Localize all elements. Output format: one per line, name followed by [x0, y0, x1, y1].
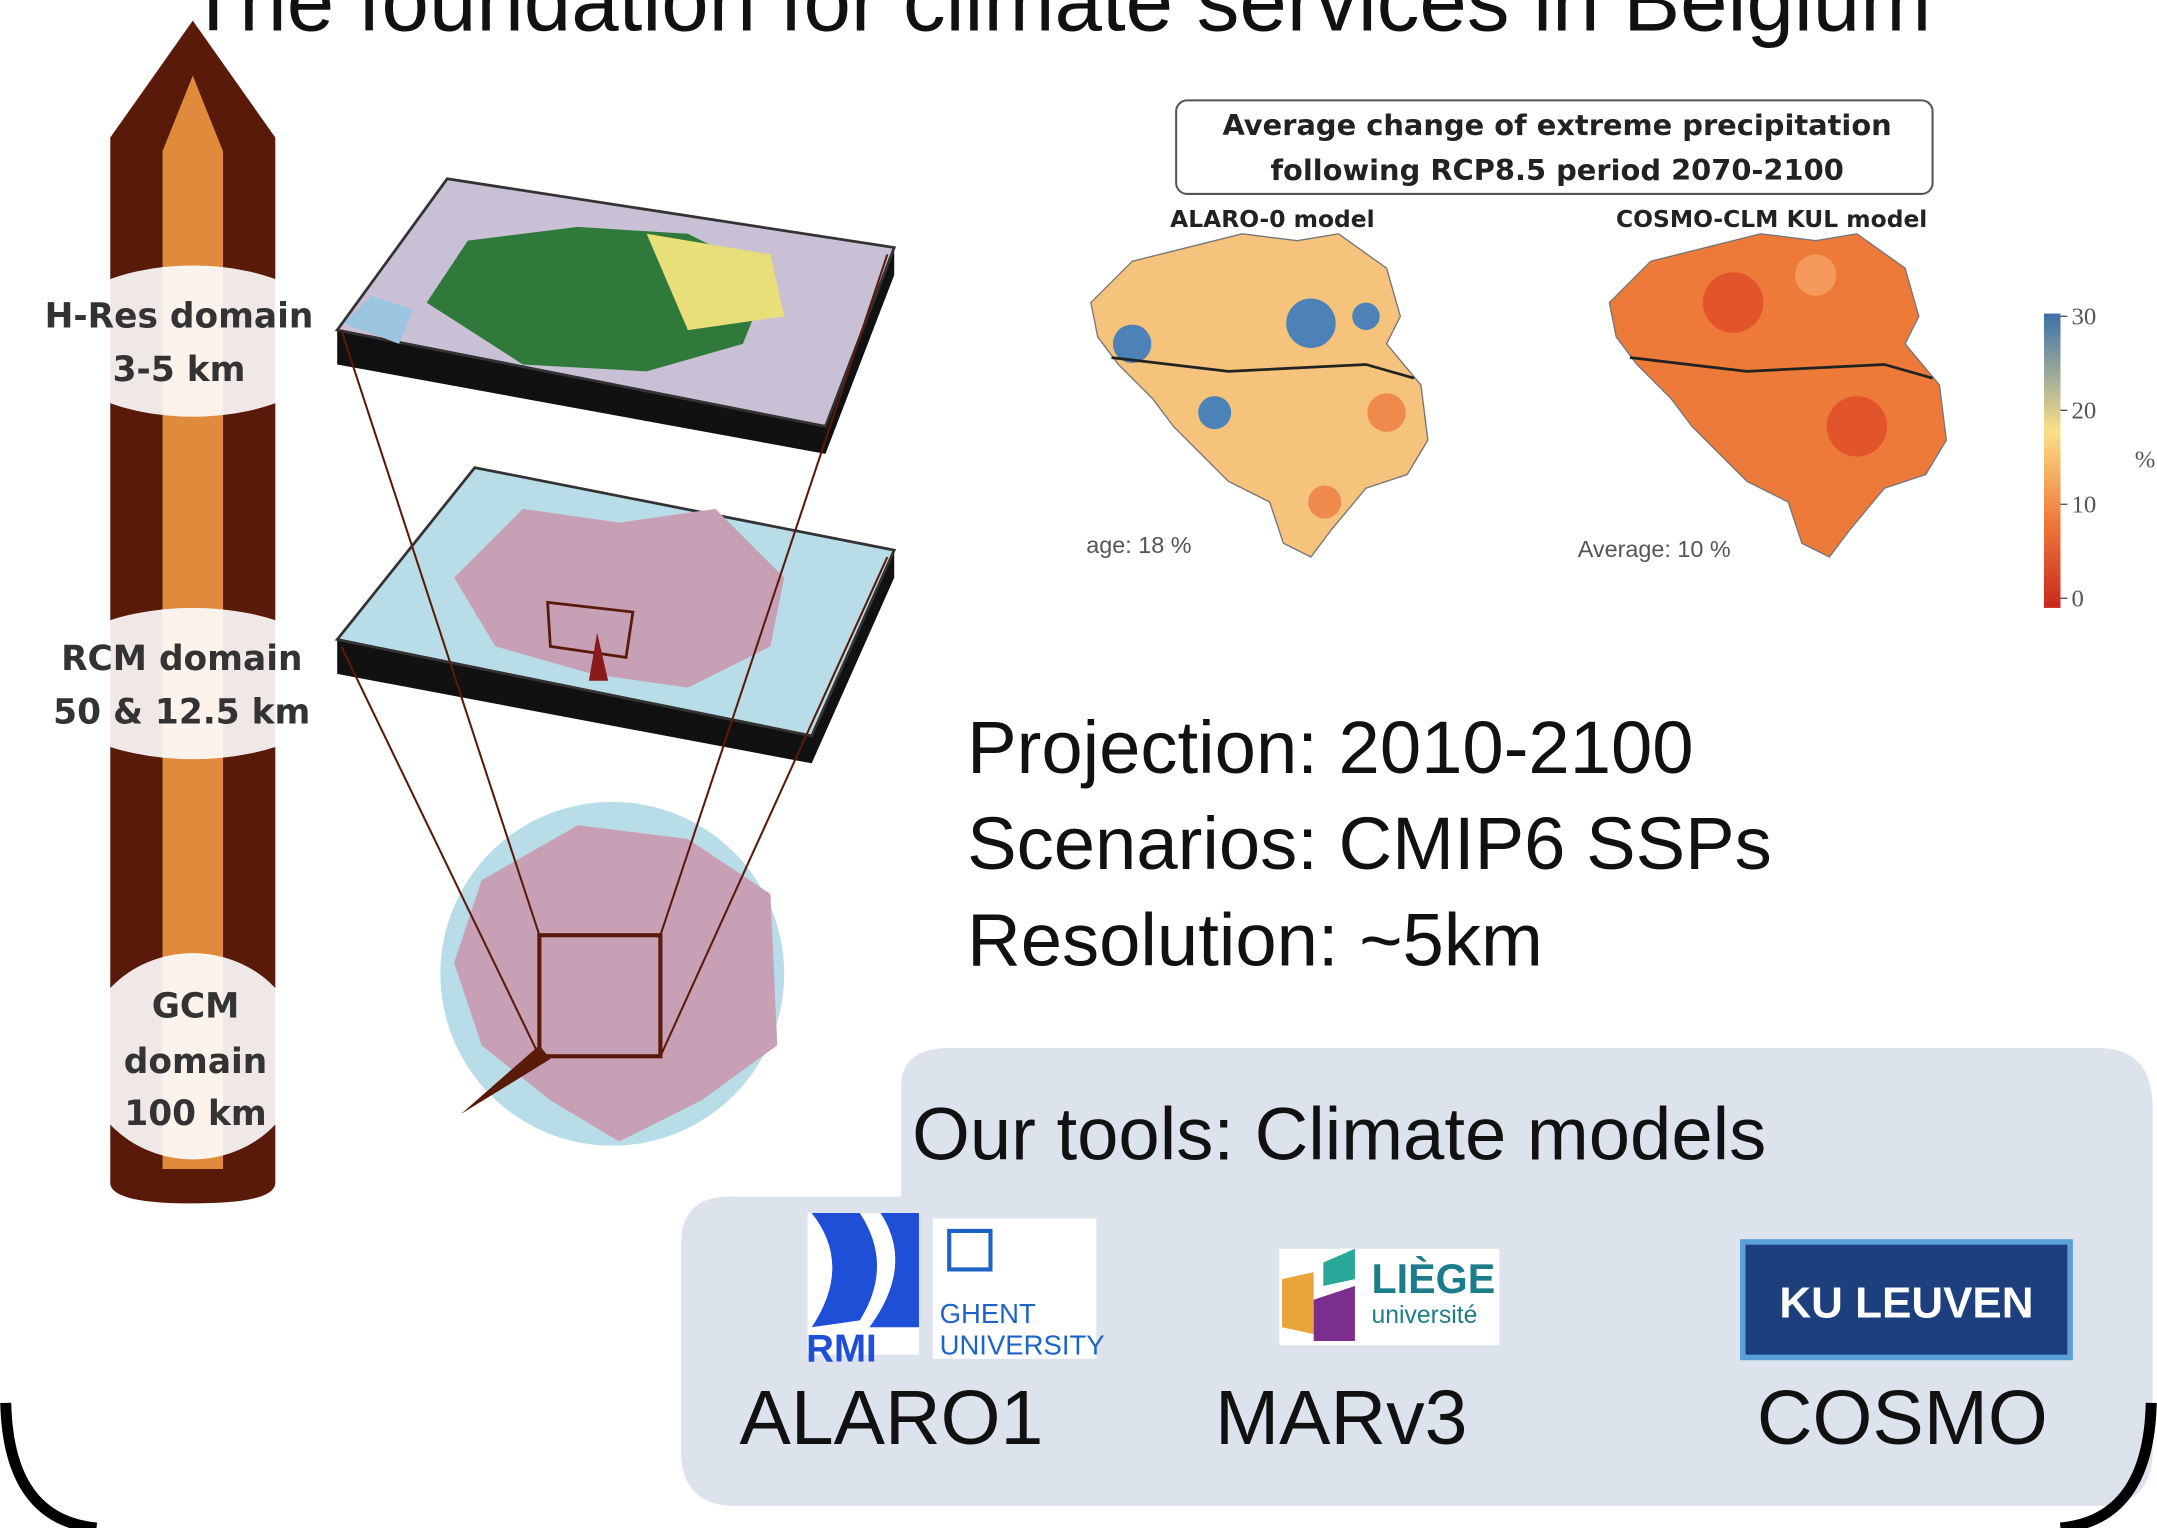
domain-diagram — [334, 177, 897, 1146]
figure-title-box — [1175, 99, 1934, 195]
logo-text: KU LEUVEN — [1779, 1279, 2033, 1328]
logo-text: LIÈGE — [1371, 1256, 1495, 1302]
level-resolution: 3-5 km — [113, 350, 246, 390]
figure-title: Average change of extreme precipitation — [1222, 108, 1891, 142]
logo-rmi-ghent — [807, 1213, 1097, 1359]
model-name: MARv3 — [1215, 1375, 1467, 1461]
colorbar-tick-label: 10 — [2071, 492, 2096, 519]
map-alaro — [1090, 233, 1429, 558]
tools-heading: Our tools: Climate models — [912, 1092, 1766, 1175]
panel-title: COSMO-CLM KUL model — [1616, 205, 1927, 233]
colorbar-tick-label: 0 — [2071, 586, 2083, 613]
slide-frame — [0, 1402, 2157, 1528]
logo-ku-leuven — [1740, 1239, 2073, 1361]
model-name: ALARO1 — [740, 1375, 1044, 1461]
level-resolution: 50 & 12.5 km — [53, 692, 310, 732]
scale-arrow — [41, 20, 345, 1204]
level-label: GCM — [152, 987, 240, 1027]
fact: Resolution: ~5km — [967, 898, 1543, 981]
colorbar — [2043, 313, 2061, 608]
colorbar-unit: % — [2135, 447, 2156, 474]
level-label: H-Res domain — [45, 296, 314, 336]
model-name: COSMO — [1757, 1375, 2048, 1461]
level-label: domain — [124, 1042, 268, 1082]
figure-title: following RCP8.5 period 2070-2100 — [1270, 153, 1843, 187]
colorbar-ticks: 0 10 20 30 — [2060, 304, 2096, 613]
level-label: RCM domain — [61, 639, 302, 679]
fact: Scenarios: CMIP6 SSPs — [967, 802, 1772, 885]
logo-liege — [1279, 1248, 1500, 1346]
panel-average: Average: 18 % — [1039, 532, 1192, 558]
map-cosmo — [1608, 233, 1948, 558]
panel-title: ALARO-0 model — [1170, 205, 1375, 233]
level-resolution: 100 km — [124, 1094, 266, 1134]
panel-average: Average: 10 % — [1578, 536, 1731, 562]
colorbar-tick-label: 20 — [2071, 398, 2096, 425]
slide-title: The foundation for climate services in B… — [187, 0, 1931, 49]
logo-text: UNIVERSITY — [940, 1330, 1105, 1361]
logo-text: RMI — [806, 1328, 877, 1371]
colorbar-tick-label: 30 — [2071, 304, 2096, 331]
logo-text: GHENT — [940, 1298, 1036, 1329]
logo-text: université — [1371, 1302, 1477, 1329]
fact: Projection: 2010-2100 — [967, 706, 1694, 789]
